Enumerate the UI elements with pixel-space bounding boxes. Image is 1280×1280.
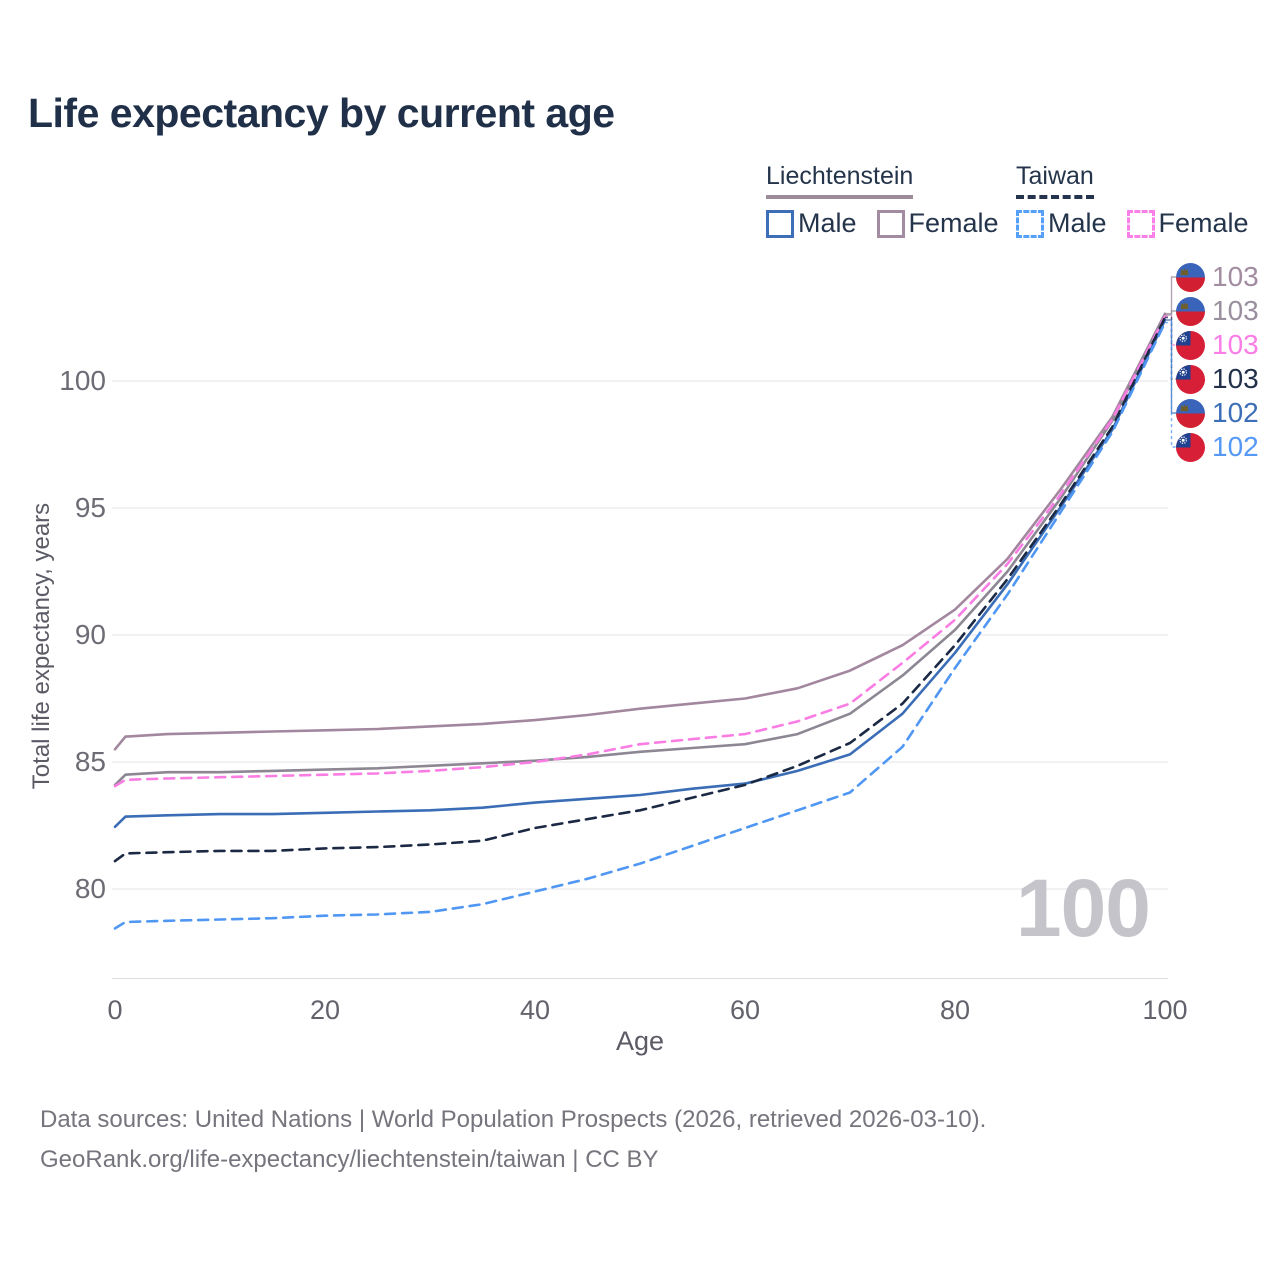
x-tick-label-20: 20 (309, 995, 341, 1025)
end-label-row-taiwan-all: 103 (1176, 362, 1259, 396)
x-tick-label-60: 60 (729, 995, 761, 1025)
end-label-row-taiwan-female: 103 (1176, 328, 1259, 362)
end-value-taiwan-female: 103 (1212, 329, 1259, 360)
taiwan-flag-icon (1176, 330, 1205, 360)
page-title: Life expectancy by current age (28, 90, 615, 136)
liechtenstein-flag-icon (1176, 398, 1205, 428)
taiwan-flag-icon (1176, 364, 1205, 394)
legend-item-label: Female (1158, 208, 1249, 238)
legend-item-label: Male (1048, 208, 1107, 238)
y-tick-label-80: 80 (74, 873, 106, 904)
y-tick-label-90: 90 (74, 619, 106, 650)
end-label-row-taiwan-male: 102 (1176, 430, 1259, 464)
end-value-liechtenstein-all: 103 (1212, 295, 1259, 326)
dashed-pink-swatch-icon (1126, 209, 1155, 238)
series-line-taiwan-female (113, 314, 1167, 788)
legend-country-liechtenstein[interactable]: Liechtenstein (766, 162, 914, 199)
end-value-taiwan-male: 102 (1212, 431, 1259, 462)
series-line-liechtenstein-all (113, 313, 1167, 787)
x-tick-label-100: 100 (1142, 995, 1188, 1025)
x-tick-label-80: 80 (939, 995, 971, 1025)
legend-items-liechtenstein: Male Female (766, 208, 999, 239)
liechtenstein-flag-icon (1176, 296, 1205, 326)
end-label-row-liechtenstein-female: 103 (1176, 260, 1259, 294)
taiwan-flag-icon (1176, 432, 1205, 462)
hover-age-watermark: 100 (1016, 863, 1151, 954)
x-tick-label-0: 0 (107, 995, 123, 1025)
legend-item-liechtenstein-female[interactable]: Female (876, 208, 999, 239)
end-label-leader-taiwan-male (1165, 321, 1176, 448)
legend-group-liechtenstein: Liechtenstein Male Female (766, 162, 999, 239)
legend-item-label: Male (798, 208, 857, 238)
liechtenstein-flag-icon (1176, 262, 1205, 292)
footer-link: GeoRank.org/life-expectancy/liechtenstei… (40, 1146, 659, 1173)
legend-group-taiwan: Taiwan Male Female (1016, 162, 1249, 239)
y-axis-title: Total life expectancy, years (28, 502, 55, 790)
legend-item-taiwan-male[interactable]: Male (1016, 208, 1107, 239)
end-label-leader-liechtenstein-female (1165, 276, 1176, 315)
end-label-row-liechtenstein-all: 103 (1176, 294, 1259, 328)
end-value-liechtenstein-male: 102 (1212, 397, 1259, 428)
end-label-leader-taiwan-all (1165, 316, 1176, 380)
end-value-liechtenstein-female: 103 (1212, 261, 1259, 292)
end-label-row-liechtenstein-male: 102 (1176, 396, 1259, 430)
y-tick-label-100: 100 (59, 365, 106, 396)
end-label-leader-liechtenstein-all (1165, 310, 1176, 316)
legend-item-liechtenstein-male[interactable]: Male (766, 208, 857, 239)
series-line-taiwan-all (113, 316, 1167, 863)
legend-item-taiwan-female[interactable]: Female (1126, 208, 1249, 239)
end-value-taiwan-all: 103 (1212, 363, 1259, 394)
series-line-liechtenstein-male (113, 318, 1167, 829)
x-tick-label-40: 40 (519, 995, 551, 1025)
solid-mauve-swatch-icon (876, 209, 905, 238)
x-axis-title: Age (615, 1026, 665, 1056)
footer-sources: Data sources: United Nations | World Pop… (40, 1106, 987, 1133)
series-line-taiwan-male (113, 321, 1167, 930)
solid-blue-swatch-icon (766, 209, 794, 238)
legend-item-label: Female (908, 208, 999, 238)
y-tick-label-95: 95 (74, 492, 106, 523)
legend-country-taiwan[interactable]: Taiwan (1016, 162, 1094, 199)
end-label-leader-liechtenstein-male (1165, 319, 1176, 414)
dashed-lightblue-swatch-icon (1016, 209, 1044, 238)
series-line-liechtenstein-female (113, 312, 1167, 751)
y-tick-label-85: 85 (74, 746, 106, 777)
legend-items-taiwan: Male Female (1016, 208, 1249, 239)
